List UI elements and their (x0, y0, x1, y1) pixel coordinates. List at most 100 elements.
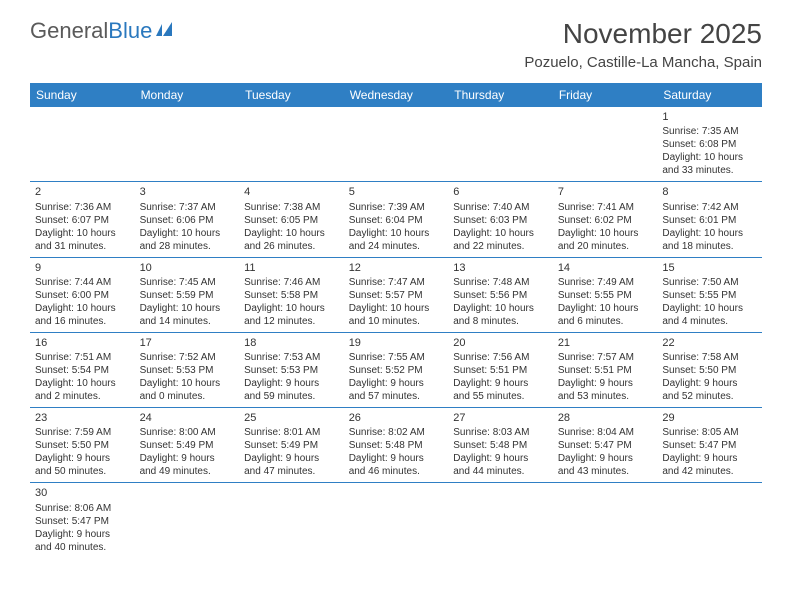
calendar-cell: 12Sunrise: 7:47 AMSunset: 5:57 PMDayligh… (344, 257, 449, 332)
day-number: 3 (140, 185, 235, 199)
daylight-text: Daylight: 9 hours (244, 452, 339, 465)
sunset-text: Sunset: 5:58 PM (244, 289, 339, 302)
sunset-text: Sunset: 6:07 PM (35, 214, 130, 227)
day-number: 2 (35, 185, 130, 199)
sunrise-text: Sunrise: 7:45 AM (140, 276, 235, 289)
day-number: 25 (244, 411, 339, 425)
day-number: 24 (140, 411, 235, 425)
sunset-text: Sunset: 5:47 PM (558, 439, 653, 452)
day-number: 4 (244, 185, 339, 199)
calendar-cell: 8Sunrise: 7:42 AMSunset: 6:01 PMDaylight… (657, 182, 762, 257)
sunset-text: Sunset: 6:02 PM (558, 214, 653, 227)
calendar-table: SundayMondayTuesdayWednesdayThursdayFrid… (30, 83, 762, 558)
calendar-cell-empty (135, 107, 240, 182)
calendar-cell-empty (30, 107, 135, 182)
calendar-cell: 18Sunrise: 7:53 AMSunset: 5:53 PMDayligh… (239, 332, 344, 407)
daylight-text: and 24 minutes. (349, 240, 444, 253)
daylight-text: and 44 minutes. (453, 465, 548, 478)
day-number: 22 (662, 336, 757, 350)
calendar-cell: 28Sunrise: 8:04 AMSunset: 5:47 PMDayligh… (553, 408, 658, 483)
daylight-text: and 28 minutes. (140, 240, 235, 253)
daylight-text: and 49 minutes. (140, 465, 235, 478)
daylight-text: Daylight: 10 hours (140, 302, 235, 315)
sunrise-text: Sunrise: 7:39 AM (349, 201, 444, 214)
sunrise-text: Sunrise: 7:55 AM (349, 351, 444, 364)
day-number: 27 (453, 411, 548, 425)
sunset-text: Sunset: 5:59 PM (140, 289, 235, 302)
daylight-text: Daylight: 10 hours (349, 302, 444, 315)
daylight-text: Daylight: 9 hours (349, 452, 444, 465)
daylight-text: and 26 minutes. (244, 240, 339, 253)
flag-icon (156, 18, 182, 44)
calendar-row: 2Sunrise: 7:36 AMSunset: 6:07 PMDaylight… (30, 182, 762, 257)
calendar-cell: 29Sunrise: 8:05 AMSunset: 5:47 PMDayligh… (657, 408, 762, 483)
calendar-cell-empty (448, 107, 553, 182)
weekday-header: Thursday (448, 83, 553, 107)
daylight-text: Daylight: 10 hours (558, 227, 653, 240)
day-number: 15 (662, 261, 757, 275)
daylight-text: Daylight: 9 hours (453, 452, 548, 465)
sunset-text: Sunset: 5:56 PM (453, 289, 548, 302)
sunset-text: Sunset: 6:08 PM (662, 138, 757, 151)
daylight-text: Daylight: 10 hours (662, 227, 757, 240)
daylight-text: Daylight: 9 hours (453, 377, 548, 390)
sunrise-text: Sunrise: 7:35 AM (662, 125, 757, 138)
calendar-cell: 2Sunrise: 7:36 AMSunset: 6:07 PMDaylight… (30, 182, 135, 257)
calendar-cell-empty (344, 107, 449, 182)
day-number: 1 (662, 110, 757, 124)
calendar-cell-empty (239, 483, 344, 558)
daylight-text: and 53 minutes. (558, 390, 653, 403)
daylight-text: Daylight: 10 hours (140, 227, 235, 240)
daylight-text: and 14 minutes. (140, 315, 235, 328)
day-number: 18 (244, 336, 339, 350)
sunrise-text: Sunrise: 8:06 AM (35, 502, 130, 515)
daylight-text: and 40 minutes. (35, 541, 130, 554)
daylight-text: and 2 minutes. (35, 390, 130, 403)
sunset-text: Sunset: 5:53 PM (244, 364, 339, 377)
sunrise-text: Sunrise: 8:02 AM (349, 426, 444, 439)
day-number: 16 (35, 336, 130, 350)
day-number: 6 (453, 185, 548, 199)
daylight-text: and 16 minutes. (35, 315, 130, 328)
calendar-row: 16Sunrise: 7:51 AMSunset: 5:54 PMDayligh… (30, 332, 762, 407)
daylight-text: Daylight: 10 hours (140, 377, 235, 390)
day-number: 19 (349, 336, 444, 350)
daylight-text: Daylight: 9 hours (558, 452, 653, 465)
weekday-header: Saturday (657, 83, 762, 107)
calendar-cell-empty (553, 483, 658, 558)
sunset-text: Sunset: 6:00 PM (35, 289, 130, 302)
daylight-text: and 31 minutes. (35, 240, 130, 253)
daylight-text: and 12 minutes. (244, 315, 339, 328)
calendar-cell-empty (448, 483, 553, 558)
sunset-text: Sunset: 5:55 PM (662, 289, 757, 302)
sunset-text: Sunset: 5:49 PM (244, 439, 339, 452)
day-number: 5 (349, 185, 444, 199)
location: Pozuelo, Castille-La Mancha, Spain (524, 54, 762, 71)
sunset-text: Sunset: 5:52 PM (349, 364, 444, 377)
daylight-text: and 4 minutes. (662, 315, 757, 328)
day-number: 21 (558, 336, 653, 350)
day-number: 7 (558, 185, 653, 199)
logo: GeneralBlue (30, 18, 182, 44)
day-number: 11 (244, 261, 339, 275)
calendar-row: 9Sunrise: 7:44 AMSunset: 6:00 PMDaylight… (30, 257, 762, 332)
sunrise-text: Sunrise: 7:59 AM (35, 426, 130, 439)
daylight-text: Daylight: 9 hours (35, 452, 130, 465)
sunset-text: Sunset: 5:48 PM (453, 439, 548, 452)
daylight-text: Daylight: 10 hours (35, 377, 130, 390)
sunset-text: Sunset: 5:54 PM (35, 364, 130, 377)
sunset-text: Sunset: 5:50 PM (35, 439, 130, 452)
sunset-text: Sunset: 6:06 PM (140, 214, 235, 227)
daylight-text: and 33 minutes. (662, 164, 757, 177)
calendar-cell: 22Sunrise: 7:58 AMSunset: 5:50 PMDayligh… (657, 332, 762, 407)
sunrise-text: Sunrise: 7:50 AM (662, 276, 757, 289)
daylight-text: and 42 minutes. (662, 465, 757, 478)
calendar-cell: 20Sunrise: 7:56 AMSunset: 5:51 PMDayligh… (448, 332, 553, 407)
calendar-cell: 19Sunrise: 7:55 AMSunset: 5:52 PMDayligh… (344, 332, 449, 407)
day-number: 17 (140, 336, 235, 350)
day-number: 28 (558, 411, 653, 425)
calendar-row: 23Sunrise: 7:59 AMSunset: 5:50 PMDayligh… (30, 408, 762, 483)
daylight-text: Daylight: 10 hours (662, 151, 757, 164)
calendar-head: SundayMondayTuesdayWednesdayThursdayFrid… (30, 83, 762, 107)
daylight-text: and 20 minutes. (558, 240, 653, 253)
